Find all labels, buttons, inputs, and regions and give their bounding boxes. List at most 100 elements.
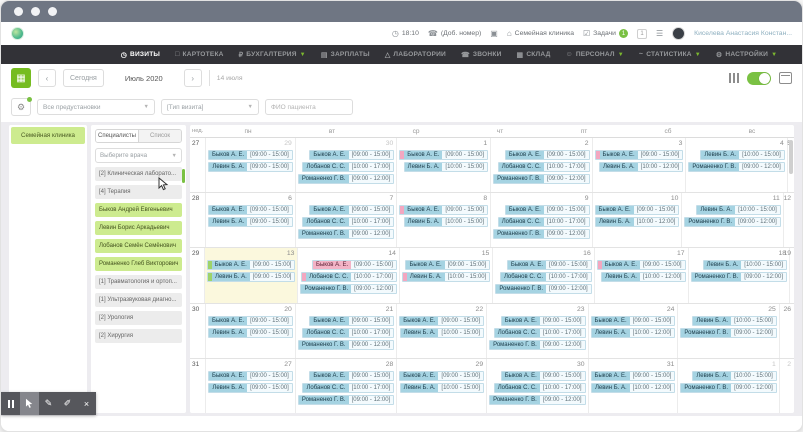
user-avatar[interactable]	[672, 27, 686, 40]
nav-item-склад[interactable]: ▦ СКЛАД	[517, 51, 551, 59]
schedule-chip[interactable]: Левин Б. А. [10:00 - 15:00]	[399, 382, 485, 393]
window-dot-icon[interactable]	[14, 7, 23, 16]
cursor-tool[interactable]	[20, 392, 39, 415]
schedule-chip[interactable]: Быков А. Е. [09:00 - 15:00]	[399, 150, 489, 160]
specialty-item[interactable]: [1] Травматология и ортоп...	[95, 275, 182, 289]
schedule-chip[interactable]: Быков А. Е. [09:00 - 15:00]	[312, 260, 397, 271]
tab-list[interactable]: Список	[138, 130, 181, 142]
schedule-chip[interactable]: Левин Б. А. [10:00 - 15:00]	[399, 327, 485, 338]
schedule-chip[interactable]: Романенко Г. В. [09:00 - 12:00]	[495, 284, 592, 295]
nav-item-бухгалтерия[interactable]: ₽ БУХГАЛТЕРИЯ ▼	[239, 51, 306, 59]
calendar-scrollbar-thumb[interactable]	[789, 140, 793, 174]
calendar-day-cell[interactable]: 26	[780, 304, 794, 358]
calendar-day-cell[interactable]: 2 Быков А. Е. [09:00 - 15:00] Лобанов С. С.…	[491, 138, 593, 193]
schedule-chip[interactable]: Романенко Г. В. [09:00 - 12:00]	[489, 339, 586, 350]
preset-select[interactable]: Все предустановки ▼	[37, 99, 155, 115]
nav-item-настройки[interactable]: ⚙ НАСТРОЙКИ ▼	[716, 51, 777, 59]
schedule-chip[interactable]: Лобанов С. С. [10:00 - 17:00]	[497, 217, 590, 228]
calendar-day-cell[interactable]: 3 Быков А. Е. [09:00 - 15:00] Левин Б. А. [1…	[593, 138, 687, 193]
schedule-chip[interactable]: Лобанов С. С. [10:00 - 17:00]	[497, 162, 590, 172]
calendar-day-cell[interactable]: 30 Быков А. Е. [09:00 - 15:00] Лобанов С. С…	[487, 358, 589, 413]
schedule-chip[interactable]: Левин Б. А. [10:00 - 12:00]	[590, 382, 676, 393]
user-name[interactable]: Киселева Анастасия Констан...	[694, 30, 792, 37]
schedule-chip[interactable]: Левин Б. А. [10:00 - 15:00]	[403, 217, 489, 228]
export-icon[interactable]: ▣	[490, 29, 498, 38]
schedule-chip[interactable]: Романенко Г. В. [09:00 - 12:00]	[489, 394, 586, 405]
marker-tool[interactable]: ✐	[63, 398, 72, 408]
schedule-chip[interactable]: Романенко Г. В. [09:00 - 12:00]	[493, 174, 590, 184]
schedule-chip[interactable]: Левин Б. А. [10:00 - 15:00]	[692, 370, 777, 381]
schedule-chip[interactable]: Быков А. Е. [09:00 - 15:00]	[208, 370, 293, 381]
schedule-chip[interactable]: Быков А. Е. [09:00 - 15:00]	[596, 260, 686, 271]
schedule-chip[interactable]: Быков А. Е. [09:00 - 15:00]	[594, 150, 684, 160]
nav-item-картотека[interactable]: □ КАРТОТЕКА	[175, 51, 224, 58]
tasks-link[interactable]: ☑ Задачи 1	[583, 29, 628, 38]
schedule-chip[interactable]: Романенко Г. В. [09:00 - 12:00]	[297, 229, 395, 240]
schedule-chip[interactable]: Романенко Г. В. [09:00 - 12:00]	[493, 229, 590, 240]
calendar-day-cell[interactable]: 17 Быков А. Е. [09:00 - 15:00] Левин Б. А.[…	[595, 248, 689, 303]
schedule-chip[interactable]: Быков А. Е. [09:00 - 15:00]	[309, 150, 395, 160]
specialty-item[interactable]: [2] Клиническая лаборато...	[95, 167, 182, 181]
today-button[interactable]: Сегодня	[63, 69, 104, 87]
calendar-day-cell[interactable]: 21 Быков А. Е. [09:00 - 15:00] Лобанов С. С…	[296, 303, 398, 358]
schedule-chip[interactable]: Быков А. Е. [09:00 - 15:00]	[309, 370, 395, 381]
schedule-chip[interactable]: Романенко Г. В. [09:00 - 12:00]	[680, 327, 777, 338]
calendar-day-cell[interactable]: 4 Левин Б. А. [10:00 - 15:00] Романенко Г. …	[686, 138, 788, 193]
calendar-day-cell[interactable]: 22 Быков А. Е. [09:00 - 15:00] Левин Б. А.[…	[397, 303, 488, 358]
doctor-item[interactable]: Левин Борис Аркадьевич	[95, 221, 182, 235]
calendar-day-cell[interactable]: 13 Быков А. Е. [09:00 - 15:00] Левин Б. А.[…	[204, 248, 299, 303]
calendar-day-cell[interactable]: 15 Быков А. Е. [09:00 - 15:00] Левин Б. А.[…	[400, 248, 494, 303]
schedule-chip[interactable]: Романенко Г. В. [09:00 - 12:00]	[684, 217, 781, 228]
nav-item-лаборатории[interactable]: △ ЛАБОРАТОРИИ	[385, 51, 446, 59]
menu-icon[interactable]: ☰	[655, 29, 664, 38]
schedule-chip[interactable]: Быков А. Е. [09:00 - 15:00]	[399, 370, 485, 381]
schedule-chip[interactable]: Левин Б. А. [09:00 - 15:00]	[208, 162, 293, 172]
schedule-chip[interactable]: Быков А. Е. [09:00 - 15:00]	[405, 260, 491, 271]
tab-specialists[interactable]: Специалисты	[96, 130, 138, 142]
specialty-item[interactable]: [2] Хирургия	[95, 329, 182, 343]
schedule-chip[interactable]: Лобанов С. С. [10:00 - 17:00]	[302, 162, 395, 172]
nav-item-звонки[interactable]: ☎ ЗВОНКИ	[461, 51, 502, 59]
columns-view-icon[interactable]	[728, 73, 739, 83]
schedule-chip[interactable]: Быков А. Е. [09:00 - 15:00]	[399, 205, 489, 216]
calendar-day-cell[interactable]: 11 Левин Б. А. [10:00 - 15:00] Романенко Г.…	[682, 193, 784, 248]
nav-item-персонал[interactable]: ☺ ПЕРСОНАЛ ▼	[565, 51, 623, 58]
schedule-chip[interactable]: Быков А. Е. [09:00 - 15:00]	[594, 205, 680, 216]
visit-type-select[interactable]: [Тип визита] ▼	[161, 99, 259, 115]
clinic-item[interactable]: Семейная клиника	[11, 127, 85, 144]
window-dot-icon[interactable]	[31, 7, 40, 16]
calendar-day-cell[interactable]: 29 Быков А. Е. [09:00 - 15:00] Левин Б. А.[…	[397, 358, 488, 413]
schedule-chip[interactable]: Быков А. Е. [09:00 - 15:00]	[506, 260, 592, 271]
calendar-day-cell[interactable]: 1 Быков А. Е. [09:00 - 15:00] Левин Б. А. [1…	[397, 138, 492, 193]
schedule-chip[interactable]: Романенко Г. В. [09:00 - 12:00]	[297, 174, 395, 184]
nav-item-статистика[interactable]: ~ СТАТИСТИКА ▼	[639, 51, 701, 58]
extension-number[interactable]: ☎ (Доб. номер)	[428, 29, 481, 38]
pencil-tool[interactable]: ✎	[44, 398, 53, 408]
schedule-chip[interactable]: Левин Б. А. [10:00 - 15:00]	[702, 260, 787, 271]
scrollbar-thumb[interactable]	[182, 169, 185, 183]
schedule-chip[interactable]: Быков А. Е. [09:00 - 15:00]	[504, 205, 590, 216]
calendar-view-button[interactable]: ▦	[11, 68, 31, 88]
prev-month-button[interactable]: ‹	[38, 69, 56, 87]
filter-settings-button[interactable]: ⚙	[11, 97, 32, 116]
schedule-chip[interactable]: Быков А. Е. [09:00 - 15:00]	[206, 260, 296, 271]
calendar-day-cell[interactable]: 28 Быков А. Е. [09:00 - 15:00] Лобанов С. С…	[296, 358, 398, 413]
calendar-day-cell[interactable]: 9 Быков А. Е. [09:00 - 15:00] Лобанов С. С.…	[491, 193, 593, 248]
calendar-day-cell[interactable]: 8 Быков А. Е. [09:00 - 15:00] Левин Б. А. [1…	[397, 193, 492, 248]
calendar-day-cell[interactable]: 20 Быков А. Е. [09:00 - 15:00] Левин Б. А.[…	[206, 303, 296, 358]
schedule-chip[interactable]: Лобанов С. С. [10:00 - 17:00]	[493, 327, 586, 338]
calendar-day-cell[interactable]: 18 Левин Б. А. [10:00 - 15:00] Романенко Г.…	[689, 248, 790, 303]
calendar-day-cell[interactable]: 2	[780, 359, 794, 413]
schedule-chip[interactable]: Быков А. Е. [09:00 - 15:00]	[208, 205, 293, 216]
schedule-toggle[interactable]	[747, 71, 771, 85]
schedule-chip[interactable]: Лобанов С. С. [10:00 - 17:00]	[301, 272, 397, 283]
schedule-chip[interactable]: Левин Б. А. [10:00 - 15:00]	[403, 162, 489, 172]
schedule-chip[interactable]: Романенко Г. В. [09:00 - 12:00]	[688, 162, 785, 172]
schedule-chip[interactable]: Левин Б. А. [10:00 - 12:00]	[590, 327, 676, 338]
schedule-chip[interactable]: Левин Б. А. [10:00 - 12:00]	[594, 217, 680, 228]
calendar-day-cell[interactable]: 14 Быков А. Е. [09:00 - 15:00] Лобанов С. С…	[298, 248, 400, 303]
calendar-day-cell[interactable]: 30 Быков А. Е. [09:00 - 15:00] Лобанов С. С…	[296, 138, 398, 193]
schedule-chip[interactable]: Романенко Г. В. [09:00 - 12:00]	[300, 284, 397, 295]
nav-item-визиты[interactable]: ◷ ВИЗИТЫ	[121, 51, 160, 59]
calendar-day-cell[interactable]: 27 Быков А. Е. [09:00 - 15:00] Левин Б. А.[…	[206, 358, 296, 413]
